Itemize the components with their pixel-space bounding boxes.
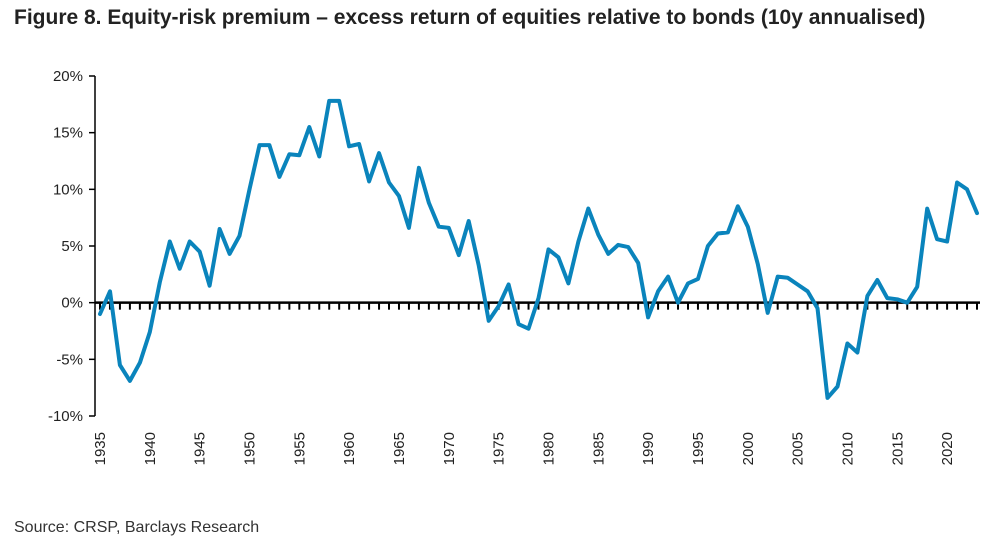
- x-tick-label: 1980: [540, 432, 557, 465]
- y-tick-label: 15%: [53, 125, 83, 142]
- y-axis: -10% -5% 0% 5% 10% 15% 20%: [48, 68, 96, 425]
- x-tick-label: 2005: [790, 432, 807, 465]
- x-tick-label: 1985: [590, 432, 607, 465]
- y-tick-label: 10%: [53, 181, 83, 198]
- x-tick-label: 2010: [839, 432, 856, 465]
- series-line-0: [98, 98, 979, 400]
- line-chart: -10% -5% 0% 5% 10% 15% 20% 1935 1940 1945 1950 195…: [48, 68, 980, 465]
- y-tick-label: 20%: [53, 68, 83, 85]
- y-tick-label: -5%: [56, 351, 83, 368]
- source-note: Source: CRSP, Barclays Research: [14, 519, 260, 536]
- x-tick-label: 1940: [142, 432, 159, 465]
- x-tick-label: 1960: [341, 432, 358, 465]
- x-tick-label: 2000: [740, 432, 757, 465]
- x-tick-label: 1955: [291, 432, 308, 465]
- series-group: [98, 98, 979, 400]
- x-tick-label: 1945: [192, 432, 209, 465]
- x-tick-label: 2015: [889, 432, 906, 465]
- x-tick-label: 1935: [92, 432, 109, 465]
- y-tick-label: 0%: [61, 295, 83, 312]
- x-tick-label: 1975: [491, 432, 508, 465]
- x-tick-label: 1990: [640, 432, 657, 465]
- y-tick-label: 5%: [61, 238, 83, 255]
- x-tick-label: 1950: [241, 432, 258, 465]
- x-tick-label: 1970: [441, 432, 458, 465]
- x-tick-label: 1995: [690, 432, 707, 465]
- x-tick-label: 1965: [391, 432, 408, 465]
- y-tick-label: -10%: [48, 408, 83, 425]
- chart-title: Figure 8. Equity-risk premium – excess r…: [14, 6, 926, 29]
- x-tick-label: 2020: [939, 432, 956, 465]
- x-axis: 1935 1940 1945 1950 1955 1960 1965 1970 1975 1980…: [92, 301, 980, 465]
